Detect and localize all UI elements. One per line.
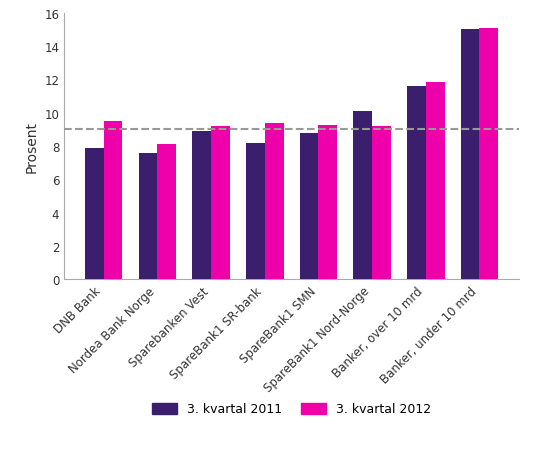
- Bar: [265, 124, 284, 280]
- Bar: [479, 28, 498, 280]
- Bar: [246, 143, 265, 280]
- Y-axis label: Prosent: Prosent: [25, 120, 39, 173]
- Bar: [192, 132, 211, 280]
- Bar: [85, 148, 104, 280]
- Bar: [426, 83, 445, 280]
- Bar: [461, 30, 479, 280]
- Bar: [407, 87, 426, 280]
- Bar: [318, 126, 337, 280]
- Bar: [211, 127, 230, 280]
- Bar: [157, 145, 176, 280]
- Bar: [104, 122, 123, 280]
- Legend: 3. kvartal 2011, 3. kvartal 2012: 3. kvartal 2011, 3. kvartal 2012: [147, 398, 436, 421]
- Bar: [353, 112, 372, 280]
- Bar: [139, 153, 157, 280]
- Bar: [300, 133, 318, 280]
- Bar: [372, 127, 391, 280]
